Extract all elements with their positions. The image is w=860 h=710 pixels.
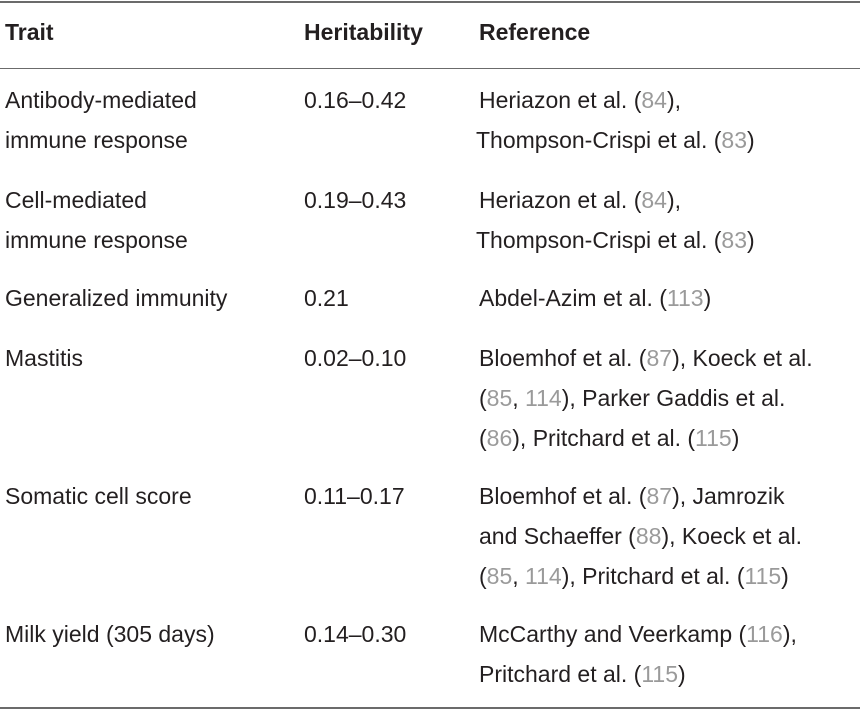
citation-link[interactable]: 84 xyxy=(641,87,667,113)
trait-text: Somatic cell score xyxy=(5,483,192,509)
top-rule xyxy=(0,1,860,3)
citation-link[interactable]: 85 xyxy=(486,385,513,411)
reference-text: ), Koeck et al. xyxy=(661,523,803,549)
reference-text: ) xyxy=(703,285,712,311)
reference-line: (85, 114), Parker Gaddis et al. xyxy=(479,378,851,418)
trait-cell: Mastitis xyxy=(5,338,295,378)
reference-text: ), Jamrozik xyxy=(672,483,785,509)
reference-text: ), Parker Gaddis et al. xyxy=(561,385,786,411)
reference-text: McCarthy and Veerkamp ( xyxy=(479,621,747,647)
citation-link[interactable]: 114 xyxy=(525,385,562,411)
reference-line: and Schaeffer (88), Koeck et al. xyxy=(479,516,851,556)
header-reference: Reference xyxy=(479,19,591,45)
citation-link[interactable]: 83 xyxy=(721,227,748,253)
trait-cell: Milk yield (305 days) xyxy=(5,614,295,654)
reference-text: Bloemhof et al. ( xyxy=(479,345,647,371)
reference-text: ), xyxy=(666,187,682,213)
citation-link[interactable]: 115 xyxy=(695,425,732,451)
citation-link[interactable]: 115 xyxy=(744,563,782,589)
heritability-cell: 0.21 xyxy=(304,285,349,311)
reference-text: Thompson-Crispi et al. ( xyxy=(476,127,722,153)
reference-text: ), Koeck et al. xyxy=(672,345,813,371)
header-trait: Trait xyxy=(5,19,54,45)
reference-cell: Abdel-Azim et al. (113) xyxy=(479,278,851,318)
reference-line: Heriazon et al. (84), xyxy=(479,80,851,120)
reference-text: ), xyxy=(666,87,682,113)
reference-text: Heriazon et al. ( xyxy=(479,187,642,213)
reference-line: Thompson-Crispi et al. (83) xyxy=(476,220,851,260)
reference-text: ) xyxy=(747,127,755,153)
reference-line: Heriazon et al. (84), xyxy=(479,180,851,220)
citation-link[interactable]: 88 xyxy=(635,523,662,549)
heritability-cell: 0.16–0.42 xyxy=(304,87,407,113)
trait-text: Mastitis xyxy=(5,345,83,371)
reference-text: ), Pritchard et al. ( xyxy=(512,425,696,451)
reference-text: ), Pritchard et al. ( xyxy=(561,563,745,589)
heritability-cell: 0.11–0.17 xyxy=(304,483,405,509)
trait-text: Cell-mediated xyxy=(5,187,147,213)
heritability-cell: 0.19–0.43 xyxy=(304,187,407,213)
citation-link[interactable]: 87 xyxy=(646,483,673,509)
reference-text: ( xyxy=(479,425,487,451)
citation-link[interactable]: 85 xyxy=(486,563,513,589)
reference-text: Heriazon et al. ( xyxy=(479,87,642,113)
reference-text: ) xyxy=(731,425,740,451)
citation-link[interactable]: 83 xyxy=(721,127,748,153)
trait-text: Antibody-mediated xyxy=(5,87,197,113)
trait-cell: Somatic cell score xyxy=(5,476,295,516)
reference-cell: Bloemhof et al. (87), Jamrozik and Schaef… xyxy=(479,476,851,596)
trait-text: Generalized immunity xyxy=(5,285,228,311)
reference-cell: Heriazon et al. (84), Thompson-Crispi et … xyxy=(476,80,851,160)
reference-line: Bloemhof et al. (87), Koeck et al. xyxy=(479,338,851,378)
reference-line: (86), Pritchard et al. (115) xyxy=(479,418,851,458)
reference-text: , xyxy=(512,385,526,411)
citation-link[interactable]: 116 xyxy=(746,621,783,647)
trait-cell: Antibody-mediated immune response xyxy=(5,80,295,160)
reference-text: and Schaeffer ( xyxy=(479,523,636,549)
reference-cell: Bloemhof et al. (87), Koeck et al. (85, 1… xyxy=(479,338,851,458)
heritability-cell: 0.02–0.10 xyxy=(304,345,407,371)
reference-text: ) xyxy=(781,563,789,589)
reference-text: Pritchard et al. ( xyxy=(479,661,642,687)
trait-text: immune response xyxy=(5,227,188,253)
reference-text: Thompson-Crispi et al. ( xyxy=(476,227,722,253)
citation-link[interactable]: 114 xyxy=(525,563,562,589)
reference-text: , xyxy=(512,563,526,589)
reference-text: ) xyxy=(747,227,755,253)
trait-cell: Generalized immunity xyxy=(5,278,295,318)
reference-line: Pritchard et al. (115) xyxy=(479,654,851,694)
trait-text: immune response xyxy=(5,127,188,153)
reference-line: Thompson-Crispi et al. (83) xyxy=(476,120,851,160)
table-header: Trait Heritability Reference xyxy=(0,16,860,52)
header-rule xyxy=(0,68,860,69)
header-heritability: Heritability xyxy=(304,19,423,45)
reference-text: ( xyxy=(479,563,487,589)
bottom-rule xyxy=(0,707,860,709)
reference-line: Bloemhof et al. (87), Jamrozik xyxy=(479,476,851,516)
reference-line: Abdel-Azim et al. (113) xyxy=(479,278,851,318)
heritability-cell: 0.14–0.30 xyxy=(304,621,407,647)
reference-text: Abdel-Azim et al. ( xyxy=(479,285,667,311)
citation-link[interactable]: 84 xyxy=(641,187,667,213)
trait-text: Milk yield (305 days) xyxy=(5,621,215,647)
reference-line: McCarthy and Veerkamp (116), xyxy=(479,614,851,654)
reference-text: ( xyxy=(479,385,487,411)
citation-link[interactable]: 113 xyxy=(666,285,704,311)
reference-text: ) xyxy=(678,661,686,687)
trait-cell: Cell-mediated immune response xyxy=(5,180,295,260)
reference-line: (85, 114), Pritchard et al. (115) xyxy=(479,556,851,596)
reference-text: Bloemhof et al. ( xyxy=(479,483,647,509)
reference-text: ), xyxy=(782,621,797,647)
reference-cell: McCarthy and Veerkamp (116), Pritchard et… xyxy=(479,614,851,694)
citation-link[interactable]: 86 xyxy=(486,425,513,451)
citation-link[interactable]: 87 xyxy=(646,345,673,371)
citation-link[interactable]: 115 xyxy=(641,661,679,687)
reference-cell: Heriazon et al. (84), Thompson-Crispi et … xyxy=(476,180,851,260)
